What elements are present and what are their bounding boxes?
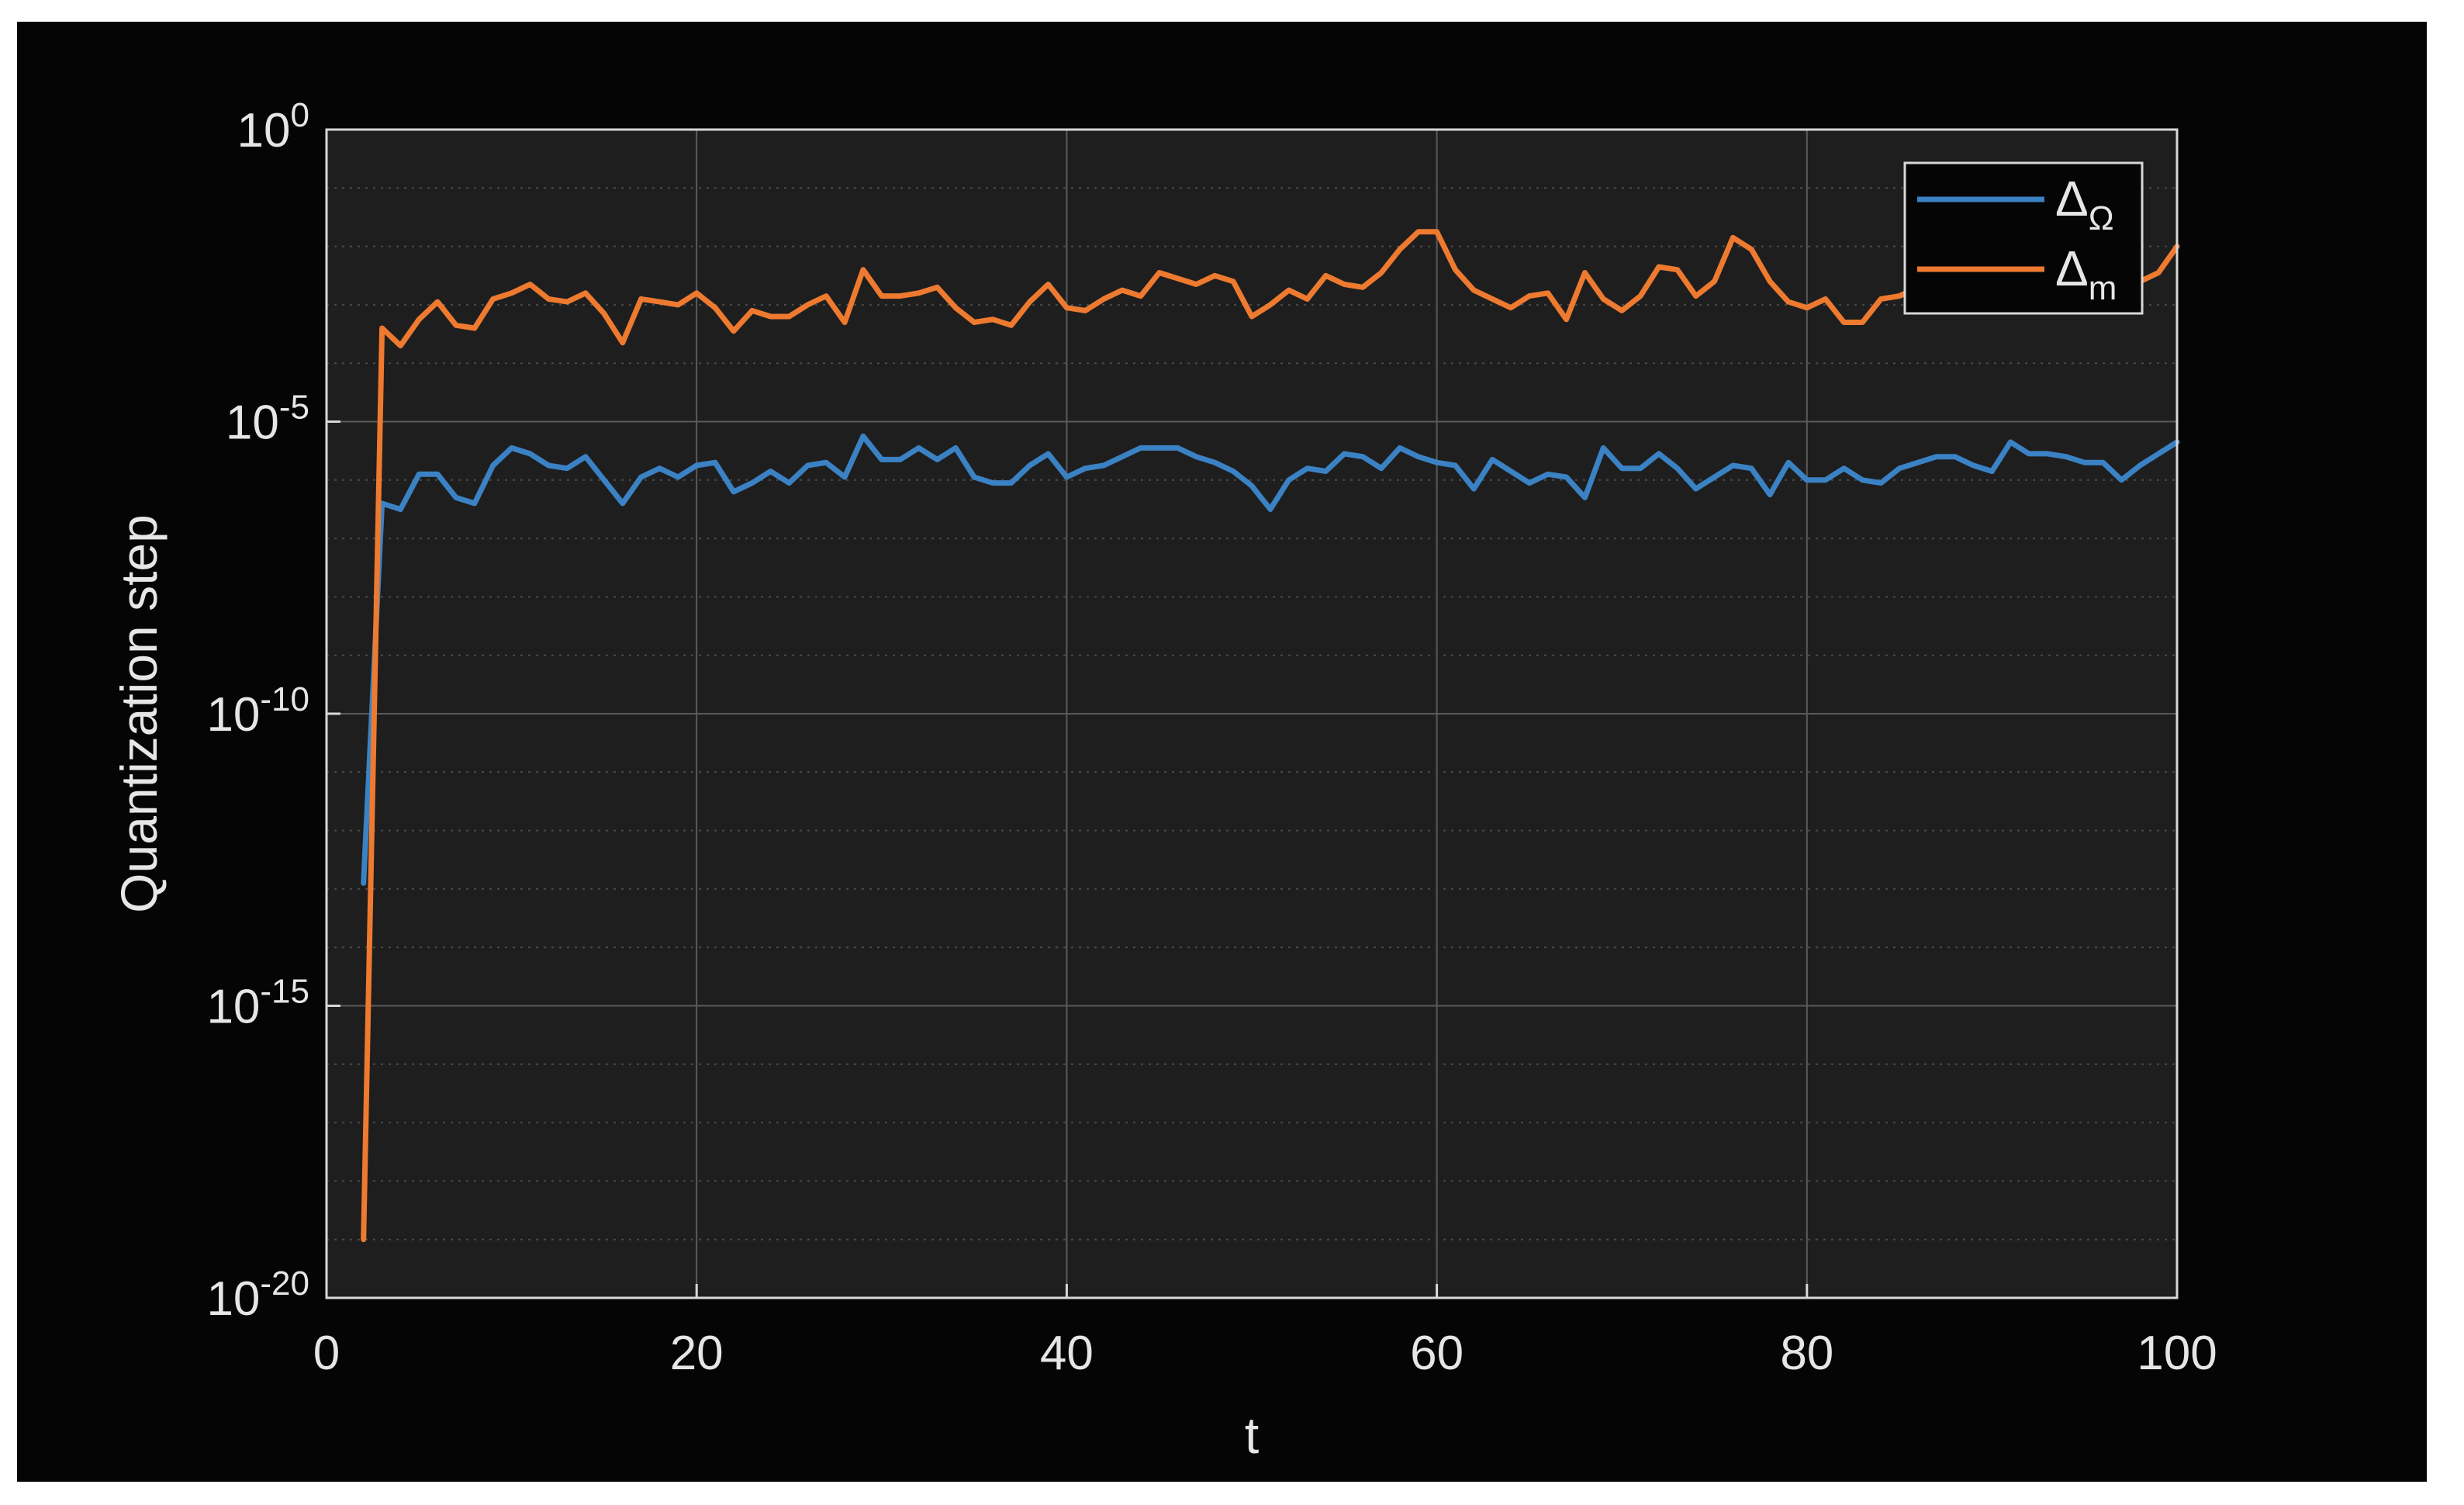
x-tick-label: 60	[1410, 1327, 1464, 1380]
legend-label-m-sub: m	[2089, 269, 2117, 307]
legend-label-omega: ΔΩ	[2055, 171, 2114, 237]
legend-label-m: Δm	[2055, 240, 2117, 307]
line-chart: 0 20 40 60 80 100 100 10-5 10-10 10-15 10-20 t Qu…	[110, 96, 2217, 1464]
x-tick-label: 100	[2137, 1327, 2217, 1380]
legend-label-omega-sub: Ω	[2089, 199, 2114, 237]
x-tick-label: 20	[670, 1327, 724, 1380]
x-axis-ticks: 0 20 40 60 80 100	[313, 1284, 2217, 1380]
y-tick-label: 10-10	[206, 680, 309, 742]
x-tick-label: 80	[1780, 1327, 1833, 1380]
x-tick-label: 0	[313, 1327, 340, 1380]
legend-label-omega-main: Δ	[2055, 171, 2089, 227]
x-axis-label: t	[1245, 1406, 1259, 1464]
series-layer	[361, 229, 2180, 1243]
y-tick-label: 100	[237, 96, 309, 157]
grid	[327, 130, 2177, 1298]
series-line-1	[361, 229, 2180, 1243]
legend-label-m-main: Δ	[2055, 240, 2089, 296]
chart-figure: 0 20 40 60 80 100 100 10-5 10-10 10-15 10-20 t Qu…	[17, 22, 2427, 1482]
y-axis-label: Quantization step	[110, 514, 168, 913]
y-tick-label: 10-15	[206, 973, 309, 1034]
series-line-0	[361, 433, 2180, 886]
y-axis-ticks: 100 10-5 10-10 10-15 10-20	[206, 96, 340, 1326]
legend-box	[1903, 161, 2144, 315]
y-tick-label: 10-20	[206, 1265, 309, 1326]
x-tick-label: 40	[1040, 1327, 1094, 1380]
legend: ΔΩ Δm	[1903, 161, 2144, 315]
y-tick-label: 10-5	[226, 389, 309, 450]
